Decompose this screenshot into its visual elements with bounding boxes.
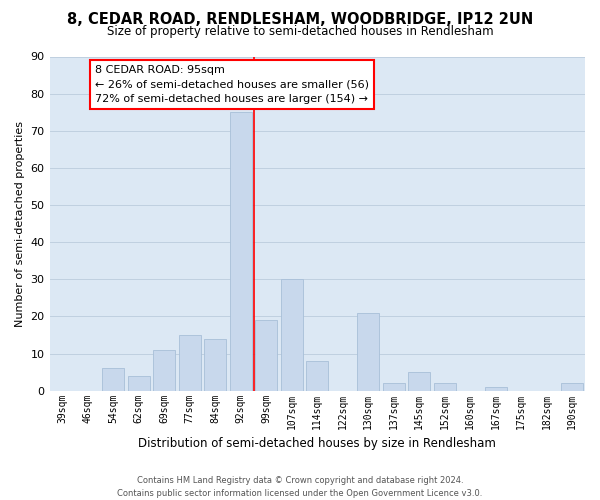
Bar bbox=[307, 361, 328, 390]
Bar bbox=[562, 383, 583, 390]
Text: 8, CEDAR ROAD, RENDLESHAM, WOODBRIDGE, IP12 2UN: 8, CEDAR ROAD, RENDLESHAM, WOODBRIDGE, I… bbox=[67, 12, 533, 28]
Text: Contains HM Land Registry data © Crown copyright and database right 2024.
Contai: Contains HM Land Registry data © Crown c… bbox=[118, 476, 482, 498]
Y-axis label: Number of semi-detached properties: Number of semi-detached properties bbox=[15, 120, 25, 326]
Text: Size of property relative to semi-detached houses in Rendlesham: Size of property relative to semi-detach… bbox=[107, 25, 493, 38]
Bar bbox=[409, 372, 430, 390]
Bar bbox=[358, 312, 379, 390]
X-axis label: Distribution of semi-detached houses by size in Rendlesham: Distribution of semi-detached houses by … bbox=[139, 437, 496, 450]
Bar bbox=[256, 320, 277, 390]
Bar bbox=[383, 383, 404, 390]
Bar bbox=[154, 350, 175, 391]
Bar bbox=[103, 368, 124, 390]
Bar bbox=[485, 387, 506, 390]
Bar bbox=[179, 335, 200, 390]
Text: 8 CEDAR ROAD: 95sqm
← 26% of semi-detached houses are smaller (56)
72% of semi-d: 8 CEDAR ROAD: 95sqm ← 26% of semi-detach… bbox=[95, 65, 369, 104]
Bar bbox=[230, 112, 251, 390]
Bar bbox=[434, 383, 455, 390]
Bar bbox=[205, 338, 226, 390]
Bar bbox=[281, 280, 302, 390]
Bar bbox=[128, 376, 149, 390]
